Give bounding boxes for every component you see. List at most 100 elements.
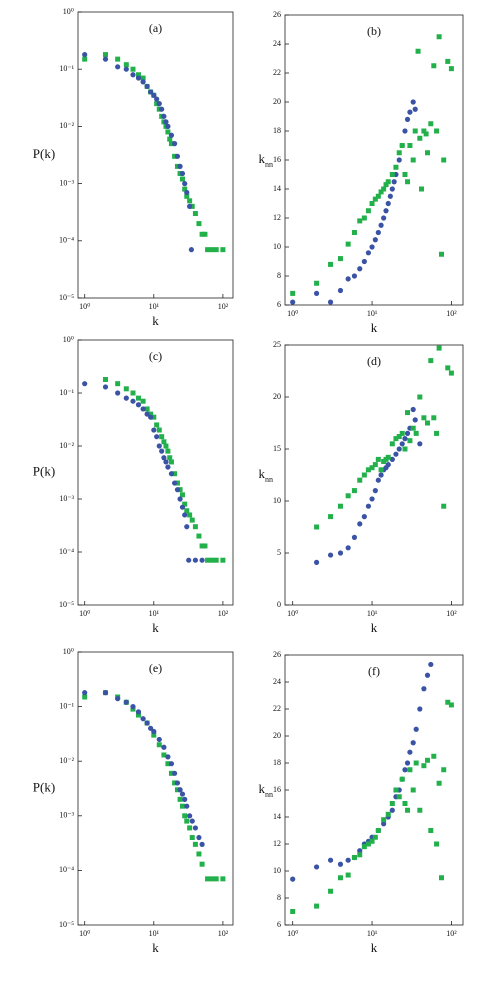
point: [351, 230, 357, 235]
y-axis-label-sub: nn: [265, 475, 273, 484]
point: [154, 434, 160, 440]
y-tick-label: 14: [273, 184, 281, 193]
point: [186, 557, 192, 563]
point: [436, 34, 442, 40]
point: [123, 699, 129, 705]
point: [345, 545, 351, 551]
point: [115, 381, 121, 387]
panel-label: (f): [368, 664, 380, 678]
y-tick-label: 0: [277, 600, 281, 609]
point: [389, 807, 395, 813]
x-tick-label: 10¹: [367, 309, 378, 318]
point: [421, 763, 427, 769]
point: [213, 876, 219, 882]
point: [199, 841, 205, 847]
point: [184, 818, 190, 824]
point: [177, 787, 183, 793]
point: [144, 720, 150, 726]
x-tick-label: 10⁰: [287, 929, 298, 938]
y-tick-label: 10⁻³: [59, 811, 74, 820]
point: [345, 872, 351, 878]
point: [365, 841, 371, 847]
point: [391, 179, 397, 185]
point: [189, 818, 195, 824]
y-tick-label: 8: [277, 271, 281, 280]
point: [337, 861, 344, 867]
y-tick-label: 10⁻³: [59, 494, 74, 503]
point: [387, 193, 393, 199]
point: [405, 410, 411, 416]
point: [425, 150, 431, 156]
panel-label: (b): [367, 24, 381, 38]
point: [151, 728, 157, 735]
point: [337, 256, 343, 262]
point: [389, 441, 395, 447]
point: [156, 736, 162, 743]
point: [337, 503, 343, 509]
point: [172, 780, 178, 786]
point: [393, 436, 399, 442]
y-tick-label: 10: [273, 496, 281, 505]
point: [378, 189, 384, 195]
point: [159, 434, 165, 440]
point: [82, 694, 88, 700]
point: [115, 56, 121, 62]
y-tick-label: 10: [273, 866, 281, 875]
y-tick-label: 24: [273, 39, 281, 48]
y-tick-label: 22: [273, 68, 281, 77]
point: [313, 864, 320, 870]
point: [174, 163, 180, 169]
y-tick-label: 12: [273, 213, 281, 222]
point: [144, 83, 150, 90]
point: [385, 179, 391, 185]
x-axis-label: k: [371, 940, 378, 955]
point: [383, 182, 389, 188]
y-tick-label: 8: [277, 893, 281, 902]
y-tick-label: 10: [273, 242, 281, 251]
point: [177, 163, 183, 169]
point: [130, 704, 136, 710]
point: [163, 119, 169, 125]
point: [182, 813, 188, 819]
x-axis-label: k: [152, 620, 159, 635]
point: [130, 390, 136, 396]
y-tick-label: 10⁻⁴: [59, 236, 74, 245]
panel-label: (e): [149, 661, 162, 675]
point: [413, 430, 419, 436]
point: [385, 462, 391, 468]
point: [448, 370, 454, 376]
point: [431, 753, 437, 759]
point: [378, 467, 384, 473]
point: [385, 454, 391, 460]
point: [351, 273, 358, 279]
point: [205, 557, 211, 563]
y-tick-label: 10⁻¹: [59, 64, 74, 73]
point: [172, 471, 178, 477]
point: [407, 767, 413, 773]
point: [407, 109, 413, 115]
x-tick-label: 10⁰: [287, 609, 298, 618]
point: [313, 559, 320, 565]
point: [165, 448, 171, 454]
y-tick-label: 10⁻⁵: [59, 293, 74, 302]
point: [196, 851, 202, 857]
point: [172, 153, 178, 159]
point: [375, 828, 381, 833]
point: [140, 398, 146, 404]
x-tick-label: 10⁰: [287, 309, 298, 318]
point: [290, 299, 296, 305]
point: [357, 521, 363, 527]
point: [337, 550, 344, 556]
x-tick-label: 10¹: [149, 929, 160, 938]
point: [438, 875, 444, 881]
point: [412, 128, 418, 134]
x-tick-label: 10¹: [367, 609, 378, 618]
point: [389, 186, 395, 192]
point: [365, 503, 372, 509]
point: [167, 455, 173, 461]
y-tick-label: 14: [273, 812, 281, 821]
point: [357, 266, 363, 272]
x-tick-label: 10⁰: [79, 609, 90, 618]
point: [410, 425, 416, 431]
